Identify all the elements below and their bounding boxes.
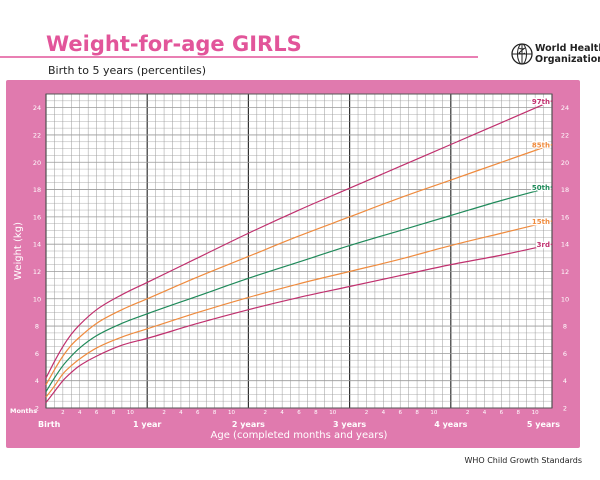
who-logo-icon [511,43,533,65]
percentile-curves [45,100,553,403]
series-label-3rd: 3rd [537,241,550,249]
y-tick-label-left: 12 [33,268,41,276]
y-tick-label-right: 8 [563,323,567,331]
series-label-97th: 97th [532,98,550,106]
chart-title: Weight-for-age GIRLS [46,32,302,56]
month-tick-label: 8 [314,410,318,416]
month-tick-label: 2 [264,410,268,416]
plot-border [45,93,553,409]
y-tick-label-right: 20 [561,159,569,167]
month-tick-label: 8 [112,410,116,416]
month-tick-label: 4 [179,410,183,416]
month-tick-label: 6 [95,410,99,416]
month-tick-label: 6 [398,410,402,416]
month-tick-label: 10 [329,410,336,416]
month-tick-label: 10 [228,410,235,416]
year-tick-label: 4 years [434,420,467,429]
y-tick-label-right: 18 [561,186,569,194]
percentile-curve-3rd [45,243,553,403]
percentile-curve-50th [45,186,553,392]
month-tick-label: 4 [483,410,487,416]
year-tick-label: 5 years [527,420,560,429]
x-axis-label: Age (completed months and years) [211,430,388,441]
y-tick-label-left: 22 [33,131,41,139]
series-label-15th: 15th [532,218,550,226]
y-tick-label-right: 16 [561,213,569,221]
y-tick-label-left: 20 [33,159,41,167]
month-tick-label: 6 [500,410,504,416]
y-tick-label-left: 6 [35,350,39,358]
month-tick-label: 4 [78,410,82,416]
y-tick-label-right: 14 [561,241,569,249]
months-unit-label: Months [10,407,37,415]
month-tick-label: 2 [365,410,369,416]
month-tick-label: 2 [61,410,65,416]
grid [45,93,553,409]
month-tick-label: 4 [280,410,284,416]
org-name-line2: Organization [535,54,600,65]
percentile-curve-97th [45,100,553,379]
month-tick-label: 8 [517,410,521,416]
y-axis-label: Weight (kg) [13,222,24,280]
year-tick-label: Birth [38,420,61,429]
y-tick-label-left: 4 [35,377,39,385]
year-tick-label: 2 years [232,420,265,429]
year-tick-label: 3 years [333,420,366,429]
month-tick-label: 4 [382,410,386,416]
percentile-curve-85th [45,143,553,386]
percentile-curve-15th [45,220,553,398]
series-label-85th: 85th [532,142,550,150]
y-tick-label-right: 6 [563,350,567,358]
series-label-50th: 50th [532,184,550,192]
chart-subtitle: Birth to 5 years (percentiles) [48,64,206,77]
y-tick-label-left: 14 [33,241,41,249]
y-tick-label-right: 10 [561,295,569,303]
month-tick-label: 10 [127,410,134,416]
y-tick-label-right: 22 [561,131,569,139]
month-tick-label: 2 [162,410,166,416]
y-tick-label-left: 10 [33,295,41,303]
y-tick-label-right: 12 [561,268,569,276]
month-tick-label: 6 [196,410,200,416]
footer-credit: WHO Child Growth Standards [464,456,582,465]
year-tick-label: 1 year [133,420,161,429]
org-name-line1: World Health [535,43,600,54]
month-tick-label: 6 [297,410,301,416]
y-tick-label-right: 2 [563,405,567,413]
y-tick-label-right: 24 [561,104,569,112]
month-tick-label: 10 [430,410,437,416]
month-tick-label: 10 [532,410,539,416]
y-tick-label-right: 4 [563,377,567,385]
month-tick-label: 8 [213,410,217,416]
y-tick-label-left: 2 [35,405,39,413]
y-tick-label-left: 24 [33,104,41,112]
y-tick-label-left: 16 [33,213,41,221]
month-tick-label: 2 [466,410,470,416]
y-tick-label-left: 18 [33,186,41,194]
month-tick-label: 8 [415,410,419,416]
y-tick-label-left: 8 [35,323,39,331]
